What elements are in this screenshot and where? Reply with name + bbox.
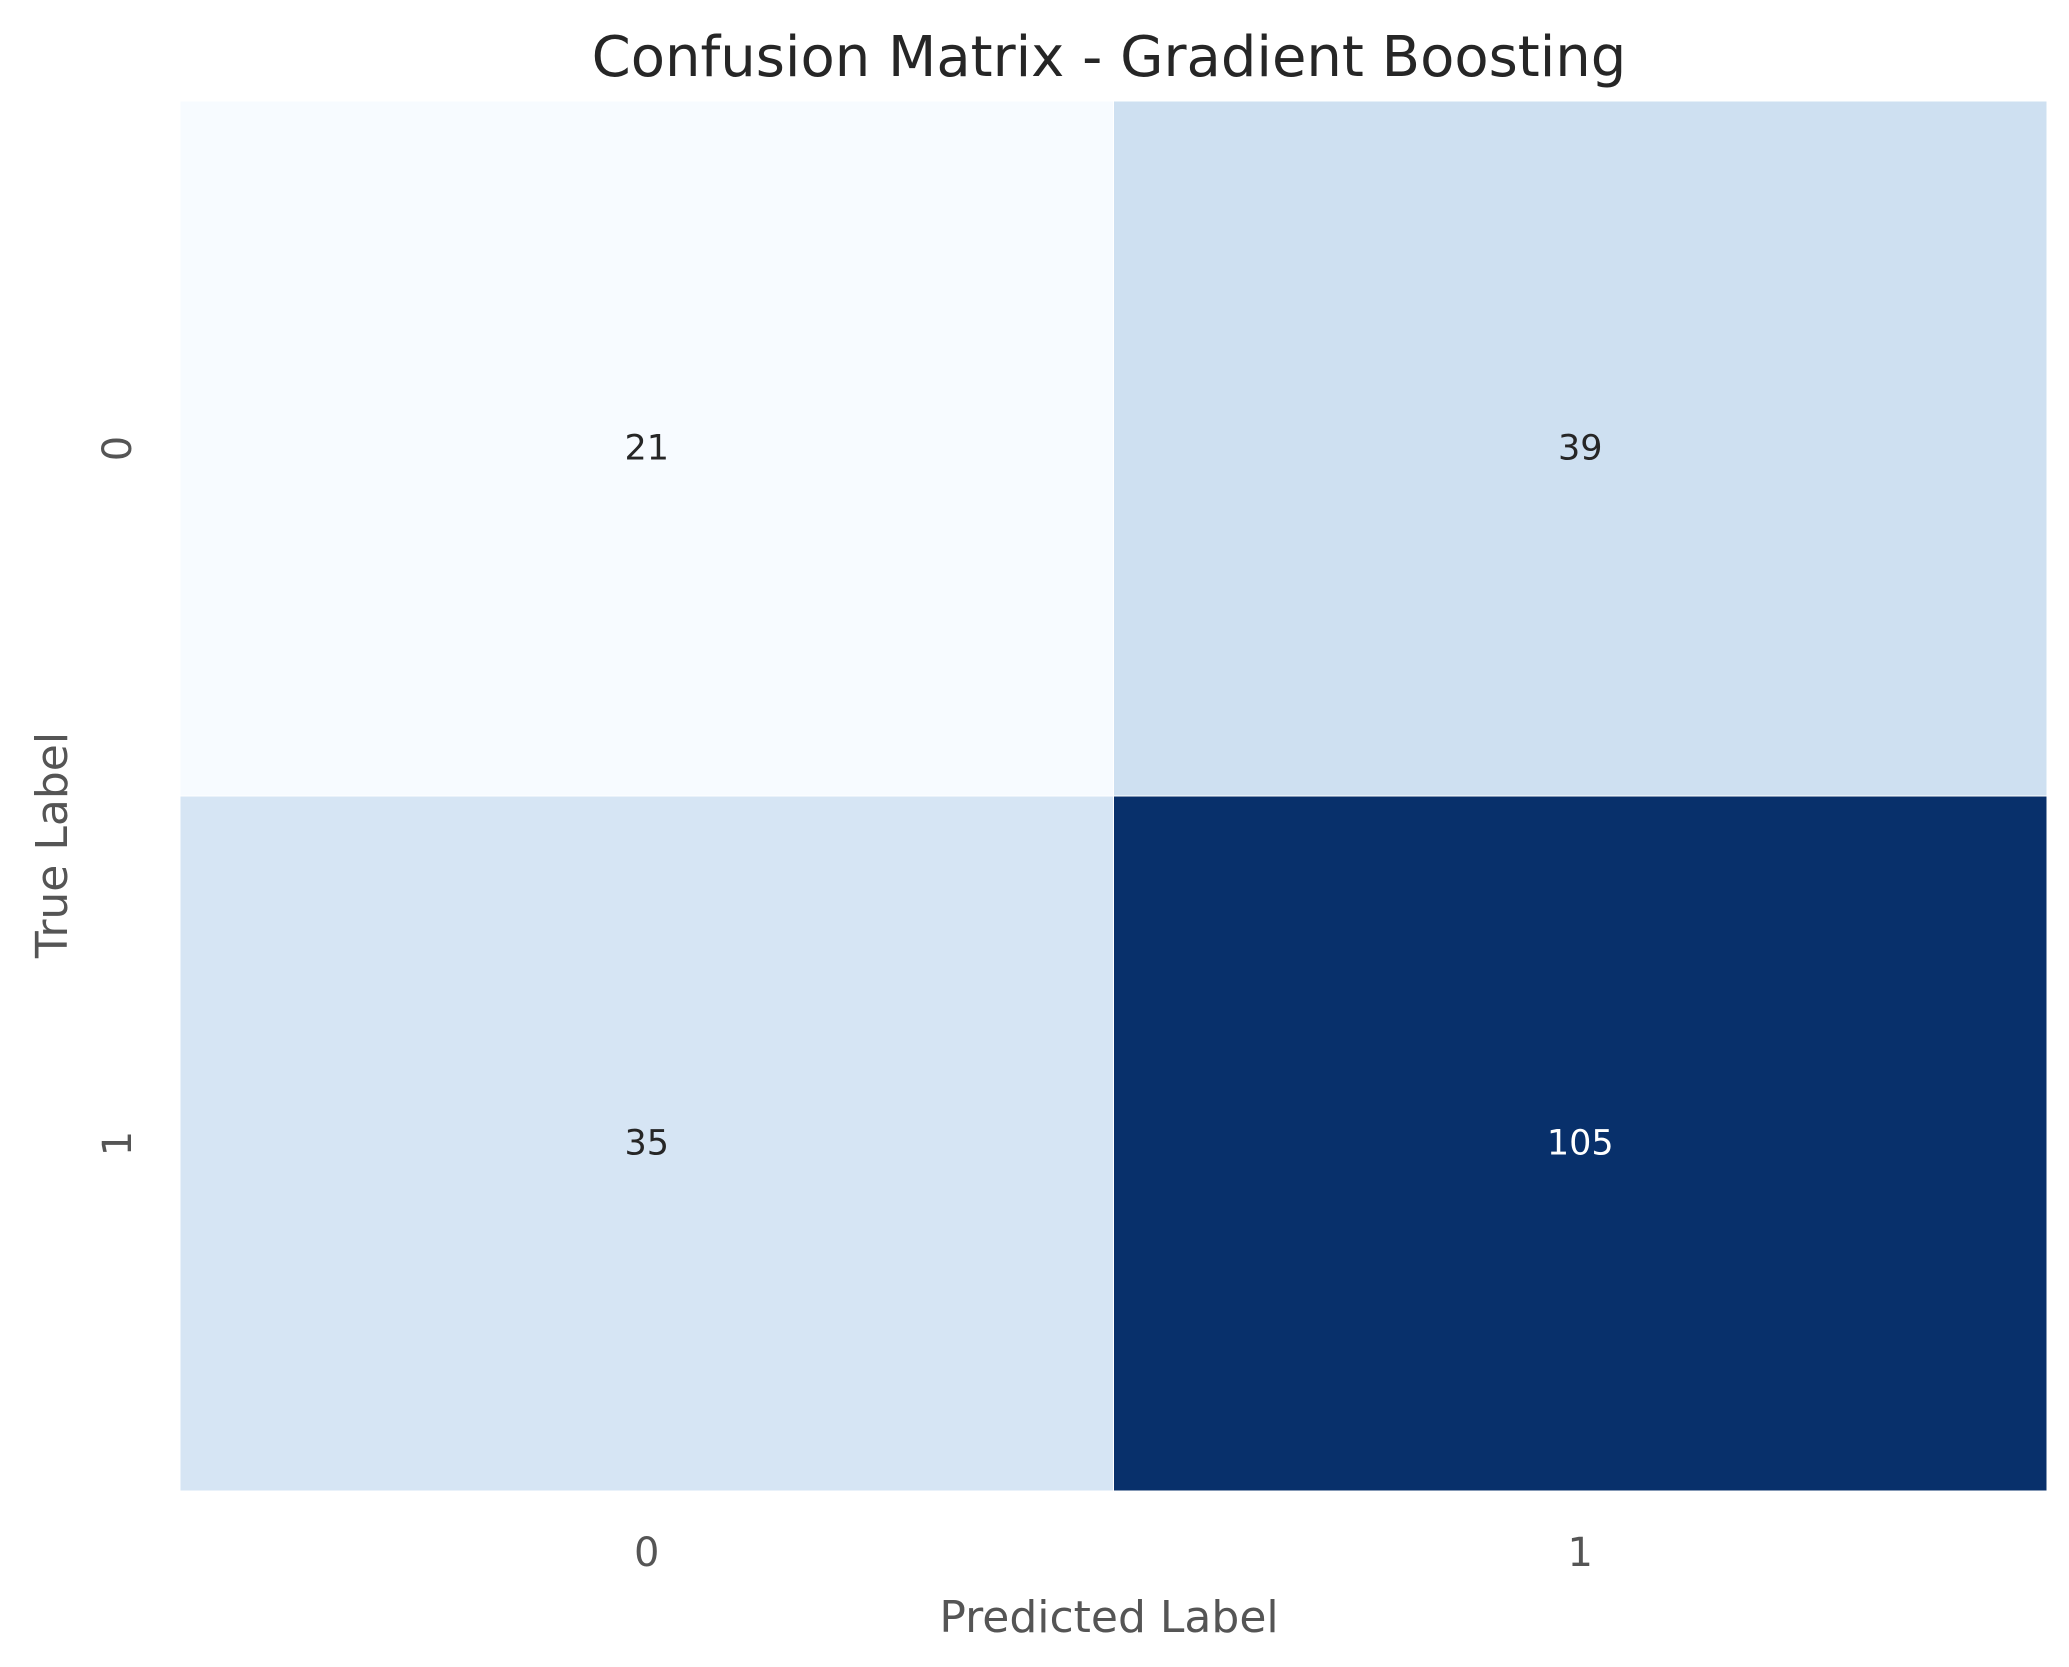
heatmap-cells: 21 39 35 105 <box>179 100 2048 1492</box>
x-axis-label: Predicted Label <box>939 1592 1278 1643</box>
heatmap-cell-r0-c0 <box>179 100 1114 797</box>
heatmap-cell-r0-c1 <box>1113 100 2048 797</box>
y-tick-label-1: 1 <box>95 1131 141 1156</box>
y-tick-label-0: 0 <box>95 436 141 461</box>
heatmap-cell-r1-c0 <box>179 795 1114 1492</box>
heatmap-cell-r1-c1 <box>1113 795 2048 1492</box>
chart-title: Confusion Matrix - Gradient Boosting <box>592 25 1627 90</box>
cell-value-r0-c1: 39 <box>1558 429 1603 469</box>
cell-value-r1-c0: 35 <box>624 1124 669 1164</box>
x-tick-label-1: 1 <box>1568 1530 1593 1576</box>
y-tick-labels: 01 <box>95 436 141 1156</box>
cell-value-r0-c0: 21 <box>624 429 669 469</box>
y-axis-label: True Label <box>27 732 78 959</box>
cell-value-r1-c1: 105 <box>1547 1124 1614 1164</box>
x-tick-label-0: 0 <box>634 1530 659 1576</box>
